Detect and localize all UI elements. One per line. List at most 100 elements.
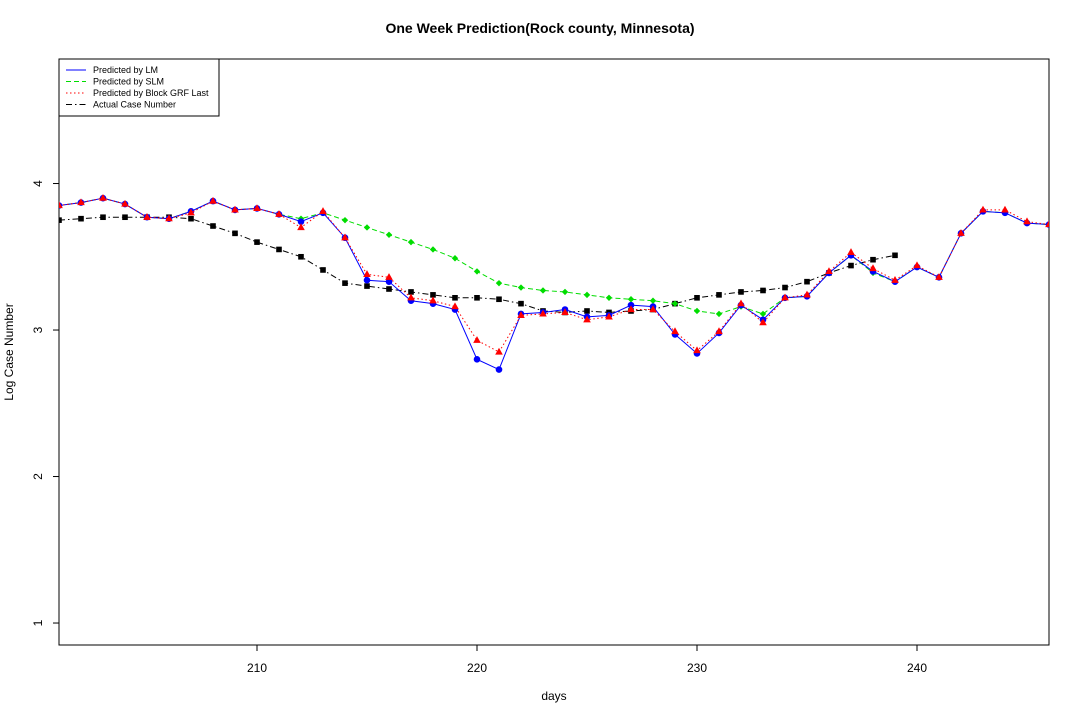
data-point-predicted-by-block-grf-last [1023,217,1031,225]
data-point-predicted-by-block-grf-last [715,327,723,335]
data-point-actual-case-number [738,289,744,295]
legend: Predicted by LM Predicted by SLMPredicted… [58,58,220,117]
data-point-actual-case-number [210,223,216,229]
data-point-predicted-by-block-grf-last [231,205,239,213]
data-point-predicted-by-block-grf-last [891,276,899,283]
data-point-predicted-by-slm [341,216,349,224]
data-point-predicted-by-block-grf-last [803,290,811,298]
data-point-predicted-by-block-grf-last [341,233,349,241]
data-point-predicted-by-slm [605,294,613,301]
series-line-predicted-by-lm [59,197,1049,371]
data-point-actual-case-number [804,278,810,285]
data-point-actual-case-number [100,214,106,221]
data-point-predicted-by-block-grf-last [275,210,283,217]
data-point-predicted-by-slm [561,288,569,296]
data-point-predicted-by-block-grf-last [627,305,635,313]
data-point-actual-case-number [386,286,392,292]
plot-frame [58,58,1050,646]
data-point-predicted-by-slm [473,268,481,275]
data-point-predicted-by-block-grf-last [99,193,107,201]
data-point-predicted-by-block-grf-last [473,336,481,343]
data-point-predicted-by-block-grf-last [59,201,63,209]
data-point-predicted-by-block-grf-last [253,204,261,212]
data-point-predicted-by-block-grf-last [847,248,855,255]
data-point-actual-case-number [78,215,84,222]
y-tick-label: 4 [31,180,45,187]
data-point-actual-case-number [518,300,524,307]
series-predicted-by-lm [59,194,1049,373]
data-point-predicted-by-block-grf-last [649,305,657,313]
data-point-predicted-by-block-grf-last [495,347,503,355]
legend-label: Predicted by LM [93,65,158,75]
data-point-actual-case-number [254,239,260,245]
data-point-predicted-by-block-grf-last [693,346,701,354]
data-point-predicted-by-block-grf-last [77,198,85,206]
legend-label: Predicted by Block GRF Last [93,88,209,98]
data-point-predicted-by-lm [473,356,481,363]
x-tick-label: 210 [247,661,267,675]
data-point-predicted-by-block-grf-last [1001,205,1009,213]
data-point-actual-case-number [408,289,414,295]
chart-title: One Week Prediction(Rock county, Minneso… [385,20,695,36]
data-point-predicted-by-block-grf-last [187,208,195,216]
data-point-actual-case-number [760,287,766,294]
data-point-predicted-by-block-grf-last [385,273,393,280]
y-tick-label: 2 [31,473,45,480]
data-point-predicted-by-block-grf-last [517,311,525,318]
data-point-actual-case-number [364,283,370,289]
x-tick-label: 230 [687,661,707,675]
data-point-actual-case-number [870,256,876,263]
series-actual-case-number [59,214,898,316]
x-tick-label: 220 [467,661,487,675]
data-point-predicted-by-block-grf-last [165,214,173,222]
data-point-actual-case-number [584,308,590,314]
data-point-actual-case-number [430,292,436,298]
data-point-predicted-by-slm [649,297,657,304]
series-line-predicted-by-slm [59,197,1049,315]
data-point-predicted-by-slm [451,255,459,262]
data-point-predicted-by-block-grf-last [297,223,305,231]
data-point-predicted-by-block-grf-last [913,261,921,269]
data-point-predicted-by-slm [715,310,723,318]
legend-label: Predicted by SLM [93,77,164,87]
data-point-predicted-by-block-grf-last [143,213,151,220]
data-point-predicted-by-block-grf-last [561,308,569,316]
x-axis-label: days [541,689,567,703]
data-point-actual-case-number [276,246,282,253]
data-point-predicted-by-lm [297,218,305,225]
data-point-actual-case-number [694,294,700,301]
data-point-predicted-by-block-grf-last [605,312,613,320]
data-point-actual-case-number [892,252,898,259]
data-point-predicted-by-lm [363,276,371,284]
data-point-predicted-by-block-grf-last [869,264,877,272]
data-point-predicted-by-block-grf-last [209,196,217,204]
data-point-predicted-by-block-grf-last [429,296,437,304]
data-point-actual-case-number [342,280,348,286]
data-point-predicted-by-lm [627,301,635,309]
data-point-predicted-by-block-grf-last [1045,220,1049,228]
data-point-predicted-by-block-grf-last [781,293,789,301]
legend-box [58,58,220,117]
legend-label: Actual Case Number [93,100,176,110]
data-point-actual-case-number [298,253,304,260]
data-point-predicted-by-block-grf-last [121,199,129,207]
data-point-predicted-by-block-grf-last [935,273,943,280]
data-point-predicted-by-block-grf-last [737,299,745,307]
data-point-actual-case-number [320,267,326,273]
y-tick-label: 3 [31,326,45,333]
data-point-predicted-by-block-grf-last [319,207,327,214]
series-line-predicted-by-block-grf-last [59,197,1049,353]
data-point-predicted-by-block-grf-last [451,302,459,310]
data-point-predicted-by-block-grf-last [979,205,987,213]
data-point-actual-case-number [716,292,722,298]
data-point-actual-case-number [848,262,854,269]
data-point-predicted-by-slm [671,300,679,307]
y-tick-label: 1 [31,619,45,626]
data-point-predicted-by-lm [495,366,503,373]
data-point-actual-case-number [188,215,194,222]
data-point-predicted-by-slm [539,287,547,294]
data-point-predicted-by-slm [759,310,767,318]
data-point-predicted-by-block-grf-last [583,315,591,323]
data-point-predicted-by-slm [517,284,525,291]
